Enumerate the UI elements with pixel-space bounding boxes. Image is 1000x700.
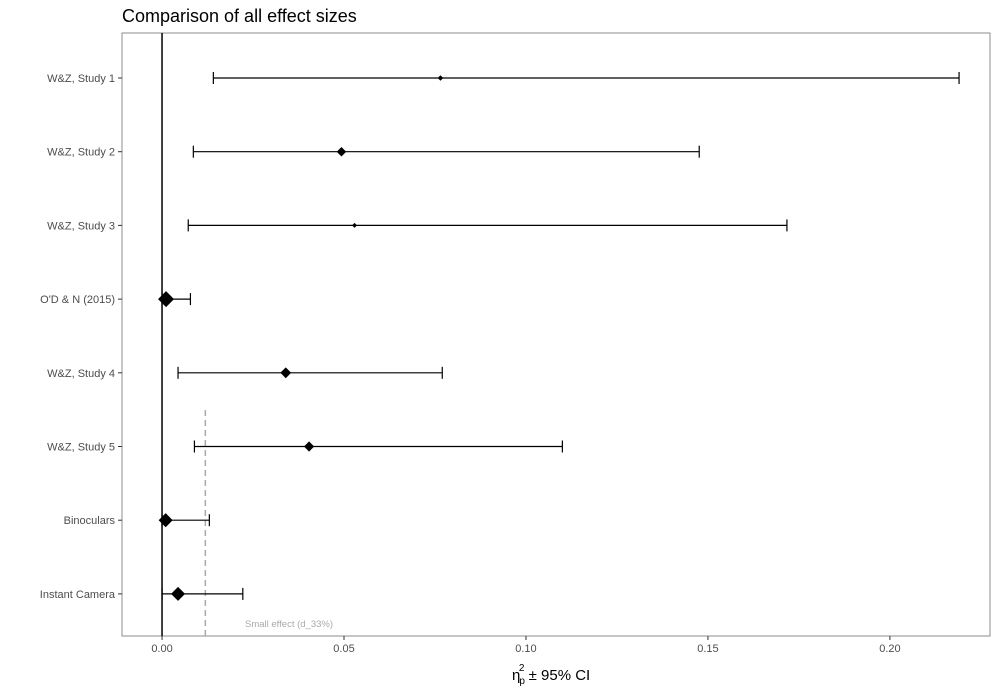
estimate-diamond [280, 367, 292, 379]
y-tick-label: W&Z, Study 2 [47, 147, 115, 159]
estimate-diamond [171, 586, 186, 601]
x-axis-label-sup: 2 [519, 663, 525, 674]
estimate-diamond [158, 513, 173, 528]
y-tick-label: W&Z, Study 5 [47, 442, 115, 454]
y-tick-label: W&Z, Study 4 [47, 368, 115, 380]
estimate-diamond [303, 441, 315, 452]
x-axis-label-sub: p [519, 676, 525, 687]
y-tick-label: W&Z, Study 3 [47, 220, 115, 232]
x-tick-label: 0.10 [515, 643, 536, 655]
x-tick-label: 0.05 [333, 643, 354, 655]
x-axis-label: ηp 2 ± 95% CI [512, 663, 590, 687]
x-axis-label-symbol: η [512, 667, 520, 684]
estimate-diamond [437, 75, 444, 81]
x-tick-label: 0.20 [879, 643, 900, 655]
x-tick-label: 0.00 [151, 643, 172, 655]
estimate-diamond [158, 291, 175, 308]
plot-panel [121, 32, 991, 637]
y-tick-label: W&Z, Study 1 [47, 73, 115, 85]
estimate-diamond [352, 222, 358, 228]
y-tick-label: Instant Camera [40, 589, 116, 601]
y-tick-label: Binoculars [64, 515, 116, 527]
chart-title: Comparison of all effect sizes [122, 6, 357, 26]
small-effect-label: Small effect (d_33%) [245, 619, 333, 630]
estimate-diamond [336, 146, 347, 157]
y-tick-label: O'D & N (2015) [40, 294, 115, 306]
x-tick-label: 0.15 [697, 643, 718, 655]
x-axis-label-rest: ± 95% CI [524, 667, 590, 684]
